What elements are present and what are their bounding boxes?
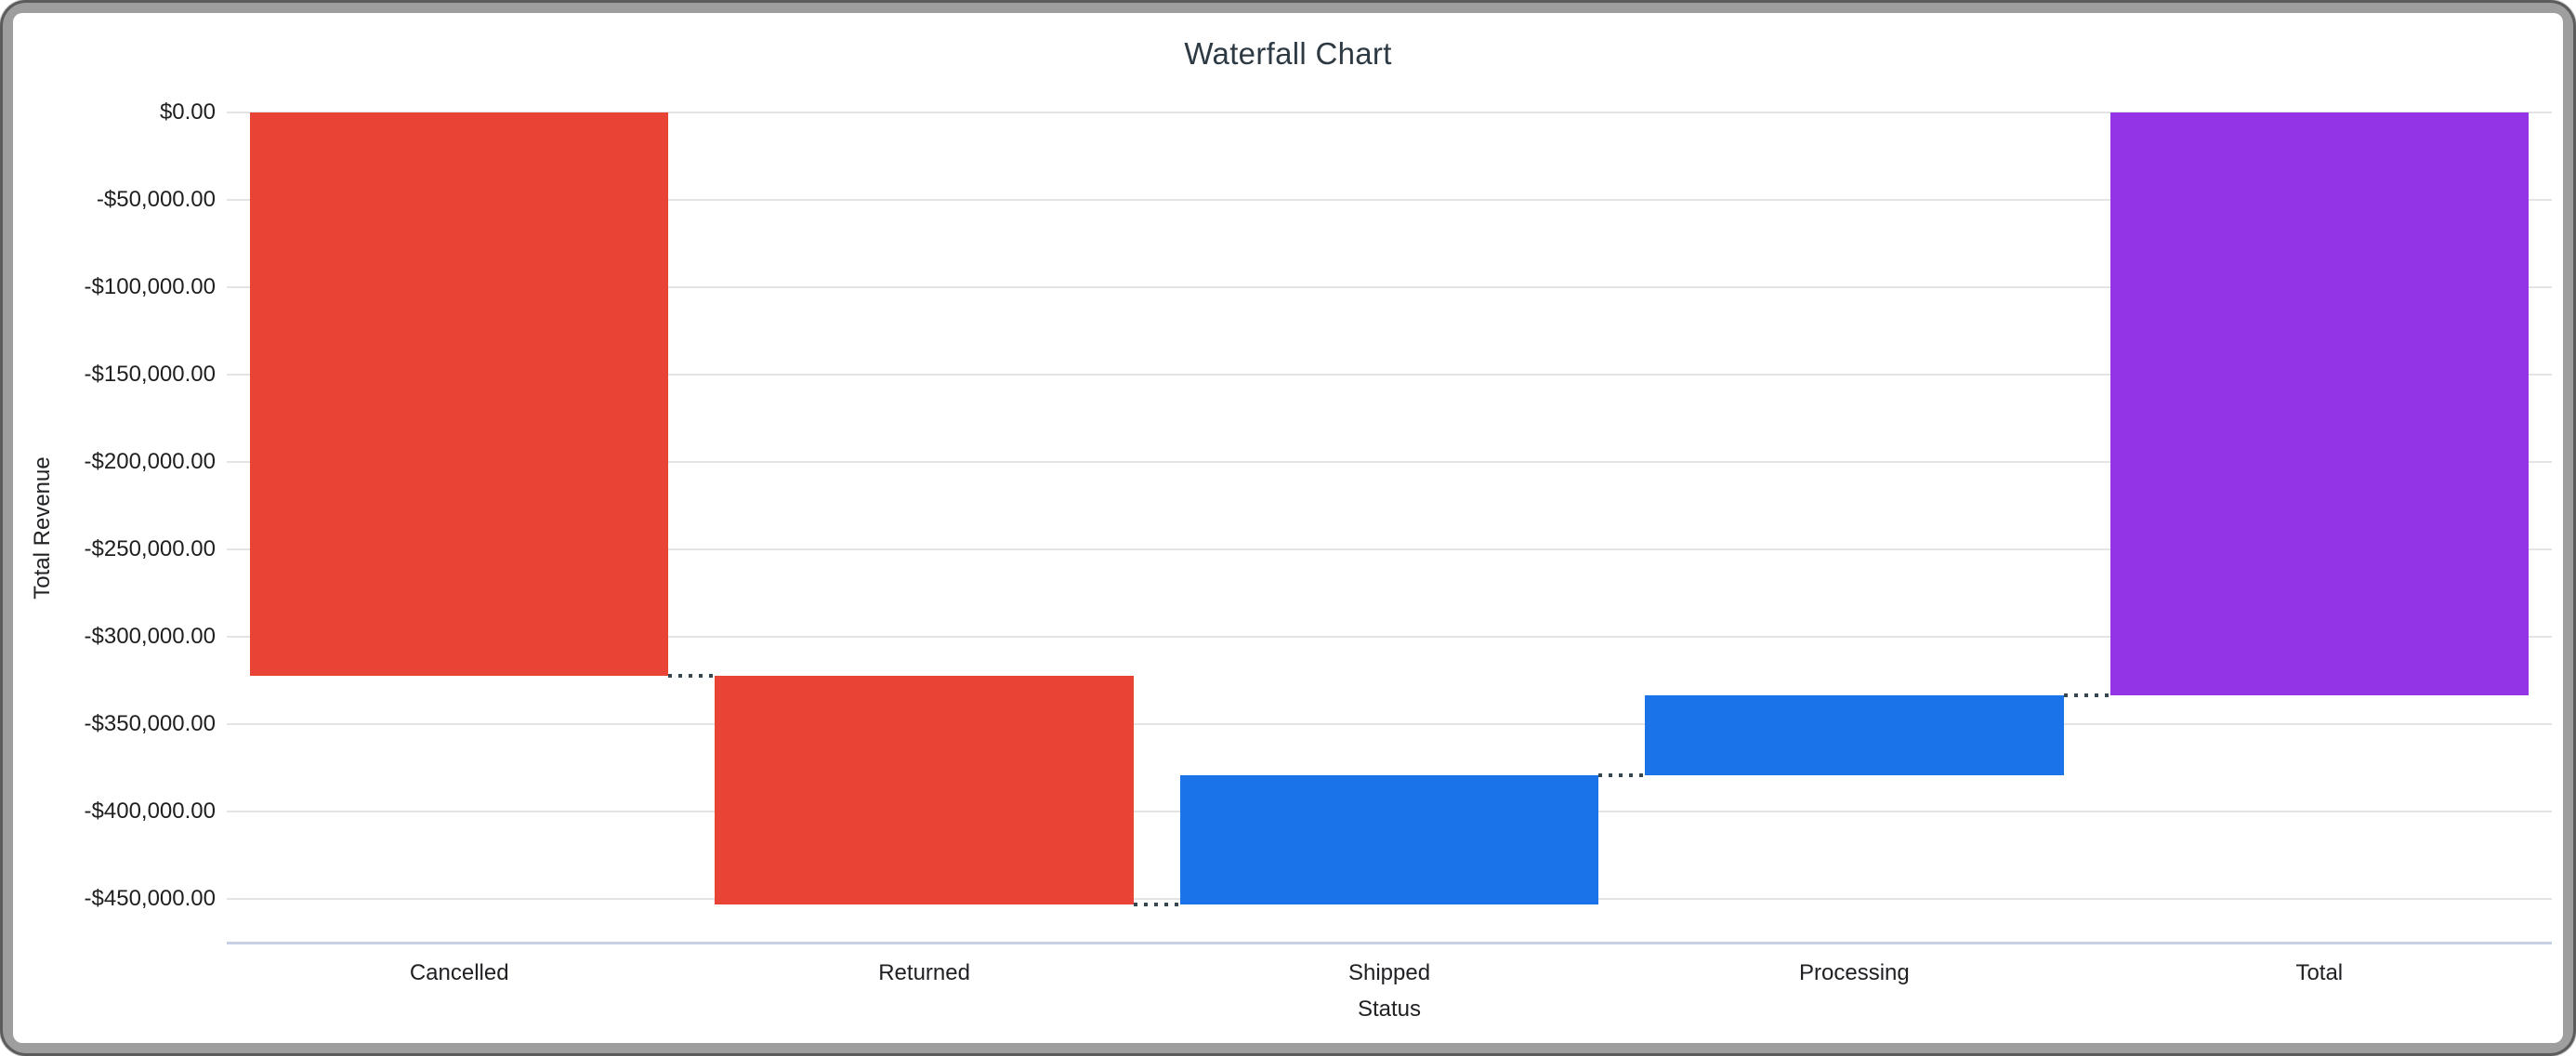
y-tick-label: -$100,000.00: [84, 274, 216, 299]
y-gridline: [227, 112, 2552, 113]
bar-returned[interactable]: [715, 676, 1134, 904]
y-gridline: [227, 374, 2552, 376]
x-axis-line: [227, 942, 2552, 944]
x-category-label: Total: [2295, 960, 2344, 985]
y-tick-label: -$450,000.00: [84, 886, 216, 911]
bar-cancelled[interactable]: [250, 112, 669, 677]
y-tick-label: -$400,000.00: [84, 799, 216, 824]
x-category-label: Cancelled: [409, 960, 509, 985]
x-category-label: Shipped: [1347, 960, 1431, 985]
y-axis-title: Total Revenue: [30, 456, 55, 600]
chart-title: Waterfall Chart: [1184, 36, 1392, 71]
y-gridline: [227, 723, 2552, 725]
x-axis-title: Status: [1357, 997, 1422, 1022]
y-tick-label: -$250,000.00: [84, 536, 216, 561]
x-category-label: Returned: [878, 960, 970, 985]
y-tick-label: $0.00: [159, 99, 216, 125]
y-gridline: [227, 199, 2552, 201]
y-gridline: [227, 636, 2552, 638]
y-tick-label: -$300,000.00: [84, 624, 216, 649]
y-tick-label: -$350,000.00: [84, 711, 216, 736]
waterfall-connector: [2063, 693, 2110, 697]
bar-processing[interactable]: [1645, 694, 2064, 776]
bar-shipped[interactable]: [1179, 775, 1599, 904]
y-tick-label: -$50,000.00: [96, 187, 216, 212]
y-gridline: [227, 548, 2552, 550]
x-category-label: Processing: [1799, 960, 1910, 985]
waterfall-connector: [668, 674, 716, 679]
y-gridline: [227, 461, 2552, 463]
y-tick-label: -$150,000.00: [84, 362, 216, 387]
bar-total[interactable]: [2109, 112, 2529, 695]
waterfall-connector: [1598, 773, 1646, 778]
y-gridline: [227, 286, 2552, 288]
y-tick-label: -$200,000.00: [84, 449, 216, 474]
waterfall-connector: [1133, 903, 1180, 907]
